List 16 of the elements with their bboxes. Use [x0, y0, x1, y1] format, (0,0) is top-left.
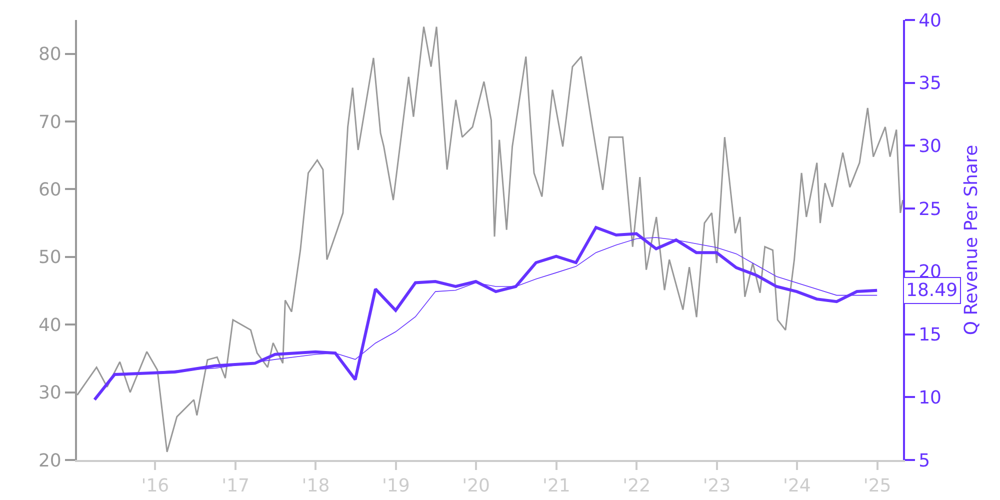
- y2-tick-label: 10: [918, 387, 942, 408]
- y-tick-label: 40: [38, 314, 62, 336]
- y2-tick-label: 15: [918, 324, 942, 346]
- y-tick-label: 20: [38, 450, 62, 472]
- y2-tick-label: 25: [918, 198, 942, 220]
- y2-tick-label: 35: [918, 73, 942, 94]
- y-tick-label: 50: [38, 247, 62, 268]
- y-tick-label: 70: [38, 112, 62, 133]
- y-tick-label: 60: [38, 180, 62, 201]
- text: 18.49: [906, 280, 958, 301]
- y2-tick-label: 5: [918, 450, 930, 472]
- y2-axis-title: Q Revenue Per Share: [961, 144, 982, 336]
- y2-tick-label: 30: [918, 136, 942, 158]
- y-tick-label: 30: [38, 382, 62, 404]
- y2-tick-label: 40: [918, 10, 942, 32]
- y-tick-label: 80: [38, 44, 62, 66]
